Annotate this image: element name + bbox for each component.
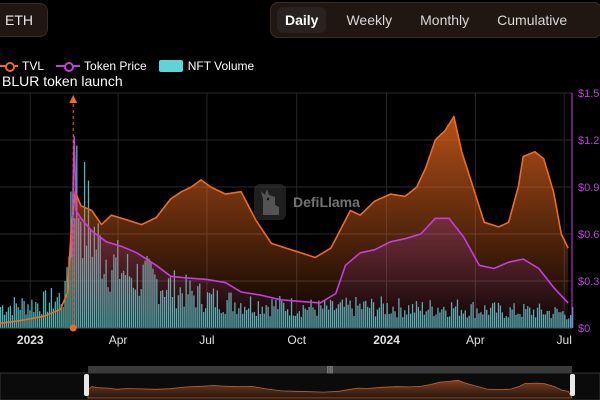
- period-tabs: Daily Weekly Monthly Cumulative: [270, 2, 600, 38]
- x-tick-label: Oct: [287, 333, 306, 347]
- legend: TVL Token Price NFT Volume: [0, 57, 266, 75]
- y-tick-label: $0.6: [578, 229, 599, 241]
- nft-volume-bar: [0, 307, 2, 328]
- nft-volume-bar: [35, 301, 37, 328]
- legend-token-price-swatch: [56, 60, 81, 72]
- scrubber-handle-left: [84, 374, 89, 396]
- nft-volume-bar: [13, 297, 15, 328]
- annotation-label: BLUR token launch: [2, 73, 123, 89]
- legend-tvl-swatch: [0, 60, 18, 72]
- annotation-arrow-icon: [69, 95, 78, 103]
- chain-label: ETH: [5, 12, 33, 28]
- legend-tvl[interactable]: TVL: [0, 59, 44, 73]
- tab-monthly[interactable]: Monthly: [420, 12, 470, 28]
- nft-volume-bar: [31, 299, 33, 328]
- llama-logo-icon: [254, 184, 286, 220]
- watermark-text: DefiLlama: [293, 194, 360, 210]
- nft-volume-bar: [15, 303, 17, 328]
- axes: $0 $0.3 $0.6 $0.9 $1.2 $1.5 2023 Apr Jul Oct 2024 A…: [0, 88, 599, 347]
- legend-token-price-label: Token Price: [84, 59, 147, 73]
- nft-volume-bar: [42, 291, 45, 328]
- range-scrubber[interactable]: |||: [0, 365, 600, 400]
- x-tick-label: Jul: [557, 333, 572, 347]
- nft-volume-bar: [21, 298, 23, 328]
- watermark: DefiLlama: [253, 183, 360, 221]
- x-tick-label: Jul: [199, 333, 214, 347]
- scrubber-handle-right: [570, 374, 575, 396]
- legend-nft-volume-swatch: [158, 60, 183, 72]
- legend-nft-volume-label: NFT Volume: [187, 59, 255, 73]
- nft-volume-bar: [572, 306, 574, 328]
- legend-token-price[interactable]: Token Price: [56, 59, 147, 73]
- y-tick-label: $1.2: [578, 135, 599, 147]
- token-price-area: [72, 136, 569, 328]
- x-tick-label: Apr: [466, 333, 485, 347]
- x-tick-label: 2024: [373, 333, 400, 347]
- scrubber-grip-icon: |||: [327, 365, 333, 374]
- annotation-dot: [69, 324, 77, 332]
- nft-volume-bar: [27, 304, 29, 328]
- tab-weekly[interactable]: Weekly: [346, 12, 393, 28]
- nft-volume-bar: [5, 311, 8, 328]
- nft-volume-bar: [9, 305, 12, 328]
- chain-selector[interactable]: ETH: [0, 3, 48, 37]
- annotations: BLUR token launch: [2, 73, 123, 332]
- tvl-line: [0, 115, 569, 325]
- nft-volume-bar: [7, 307, 10, 328]
- y-tick-label: $1.5: [578, 88, 599, 100]
- legend-tvl-label: TVL: [22, 59, 45, 73]
- y-tick-label: $0.3: [578, 276, 599, 288]
- scrubber-window-bar: [88, 366, 572, 373]
- nft-volume-bar: [17, 307, 19, 328]
- y-tick-label: $0.9: [578, 182, 599, 194]
- token-price-line: [71, 136, 569, 304]
- y-tick-label: $0: [578, 323, 590, 335]
- nft-volume-bar: [568, 318, 570, 328]
- nft-volume-bar: [1, 305, 4, 328]
- nft-volume-bar: [44, 290, 47, 328]
- series-layer: [0, 115, 574, 328]
- x-tick-label: Apr: [109, 333, 128, 347]
- x-tick-label: 2023: [17, 333, 44, 347]
- nft-volume-bar: [3, 314, 6, 328]
- legend-nft-volume[interactable]: NFT Volume: [158, 59, 255, 73]
- scrubber-preview-area: [87, 379, 573, 399]
- nft-volume-bar: [23, 300, 25, 328]
- nft-volume-bar: [50, 287, 53, 328]
- tab-cumulative[interactable]: Cumulative: [497, 12, 568, 28]
- chart-toolbar: ETH Daily Weekly Monthly Cumulative: [0, 0, 600, 44]
- tab-daily[interactable]: Daily: [277, 7, 327, 33]
- nft-volume-bar: [37, 303, 39, 328]
- nft-volume-bar: [570, 315, 572, 328]
- nft-volume-bar: [19, 309, 21, 328]
